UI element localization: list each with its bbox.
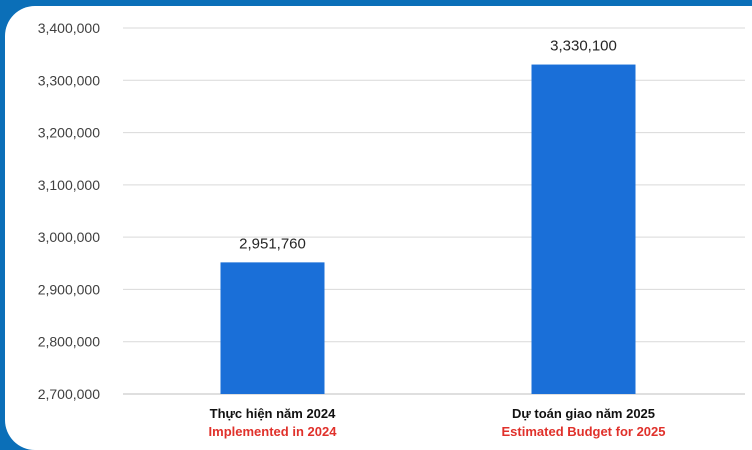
data-label: 3,330,100 <box>550 38 617 55</box>
y-tick-label: 3,300,000 <box>38 72 100 88</box>
y-tick-label: 3,100,000 <box>38 177 100 193</box>
data-label: 2,951,760 <box>239 235 306 252</box>
y-tick-label: 3,200,000 <box>38 125 100 141</box>
category-label: Dự toán giao năm 2025 <box>512 406 655 421</box>
chart-frame: 2,700,000 2,800,000 2,900,000 3,000,000 3,10… <box>5 6 752 450</box>
bar <box>220 262 325 394</box>
category-sublabel: Implemented in 2024 <box>209 424 338 439</box>
y-tick-label: 2,900,000 <box>38 281 100 297</box>
category-sublabel: Estimated Budget for 2025 <box>502 424 666 439</box>
category-label: Thực hiện năm 2024 <box>210 406 337 421</box>
y-tick-label: 2,800,000 <box>38 334 100 350</box>
bar-chart: 2,700,000 2,800,000 2,900,000 3,000,000 3,10… <box>38 20 745 439</box>
bar <box>531 64 636 394</box>
y-tick-label: 3,400,000 <box>38 20 100 36</box>
y-tick-label: 2,700,000 <box>38 386 100 402</box>
y-tick-label: 3,000,000 <box>38 229 100 245</box>
